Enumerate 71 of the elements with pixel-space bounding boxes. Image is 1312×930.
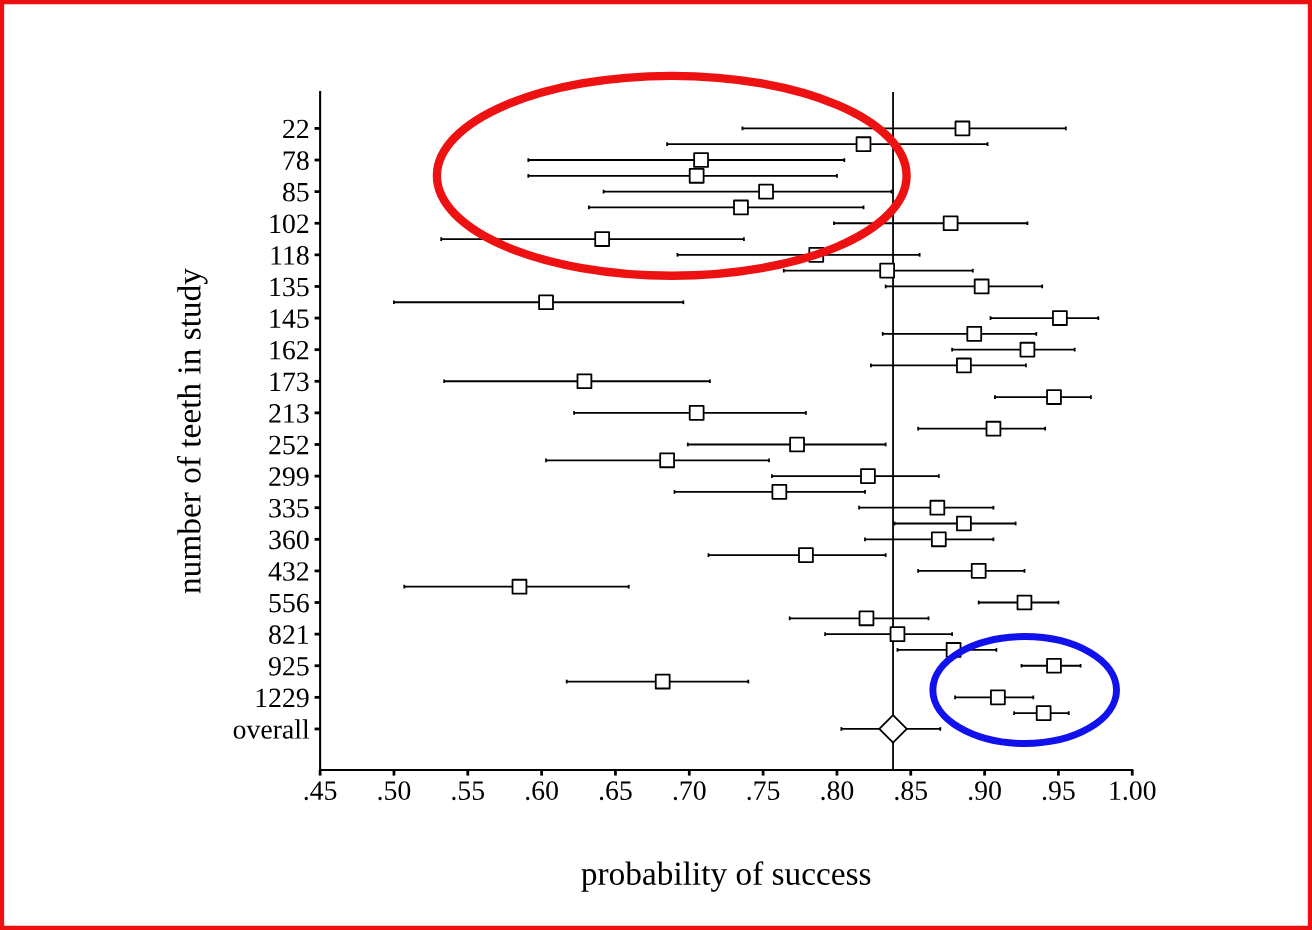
point <box>693 152 709 168</box>
y-tick-label: 252 <box>269 435 309 455</box>
point <box>929 499 946 516</box>
point <box>1016 594 1033 611</box>
point <box>966 326 983 342</box>
x-tick-label: .80 <box>821 781 854 801</box>
y-axis-title: number of teeth in study <box>176 268 208 594</box>
point <box>758 183 774 200</box>
y-tick-label: 162 <box>270 340 309 360</box>
point <box>798 547 814 563</box>
x-tick-label: .85 <box>895 781 928 801</box>
y-tick-label: 335 <box>269 498 309 518</box>
point <box>733 199 749 216</box>
y-tick-label: 173 <box>270 372 309 392</box>
x-tick-label: .70 <box>673 781 706 801</box>
y-tick-label: 925 <box>268 656 309 676</box>
point <box>538 294 554 311</box>
point <box>654 673 671 690</box>
point <box>956 357 972 374</box>
point <box>990 689 1006 706</box>
point <box>1046 657 1062 674</box>
x-tick-label: .75 <box>747 781 780 801</box>
point <box>878 714 908 744</box>
y-tick-label: 135 <box>270 277 309 297</box>
y-tick-label: 821 <box>269 625 309 645</box>
point <box>973 278 990 295</box>
point <box>511 578 528 595</box>
x-tick-label: .60 <box>526 781 558 801</box>
point <box>789 436 805 453</box>
point <box>954 120 971 137</box>
y-tick-label: 118 <box>271 246 309 265</box>
y-tick-label: 78 <box>283 151 309 170</box>
y-tick-label: 360 <box>269 530 309 550</box>
point <box>1035 705 1052 721</box>
point <box>1052 310 1068 326</box>
y-tick-label: 85 <box>282 182 309 202</box>
point <box>879 262 895 279</box>
x-tick-label: .45 <box>304 781 337 801</box>
x-tick-label: 1.00 <box>1110 781 1156 801</box>
y-tick-label: overall <box>233 719 310 739</box>
y-tick-label: 432 <box>268 562 309 581</box>
point <box>1019 341 1036 358</box>
point <box>930 531 947 548</box>
x-axis-title: probability of success <box>581 861 871 892</box>
x-tick-label: .90 <box>969 781 1001 801</box>
y-tick-label: 102 <box>270 214 309 234</box>
point <box>860 468 876 484</box>
y-tick-label: 145 <box>270 309 309 328</box>
point <box>771 484 788 500</box>
point <box>858 610 875 627</box>
x-tick-label: .95 <box>1042 781 1075 801</box>
point <box>688 167 705 184</box>
y-tick-label: 299 <box>269 467 309 487</box>
point <box>889 626 906 642</box>
point <box>576 373 593 390</box>
x-tick-label: .65 <box>599 781 632 801</box>
point <box>659 452 675 469</box>
point <box>970 563 987 579</box>
point <box>855 136 872 153</box>
x-tick-label: .50 <box>378 781 411 801</box>
point <box>1046 389 1062 405</box>
y-tick-label: 22 <box>283 119 309 139</box>
y-tick-label: 213 <box>269 404 309 423</box>
y-tick-label: 556 <box>269 593 309 613</box>
point <box>594 231 611 247</box>
point <box>942 215 959 232</box>
x-tick-label: .55 <box>452 781 485 801</box>
point <box>688 405 705 421</box>
point <box>956 515 972 532</box>
y-tick-label: 1229 <box>256 688 309 708</box>
point <box>985 420 1002 437</box>
